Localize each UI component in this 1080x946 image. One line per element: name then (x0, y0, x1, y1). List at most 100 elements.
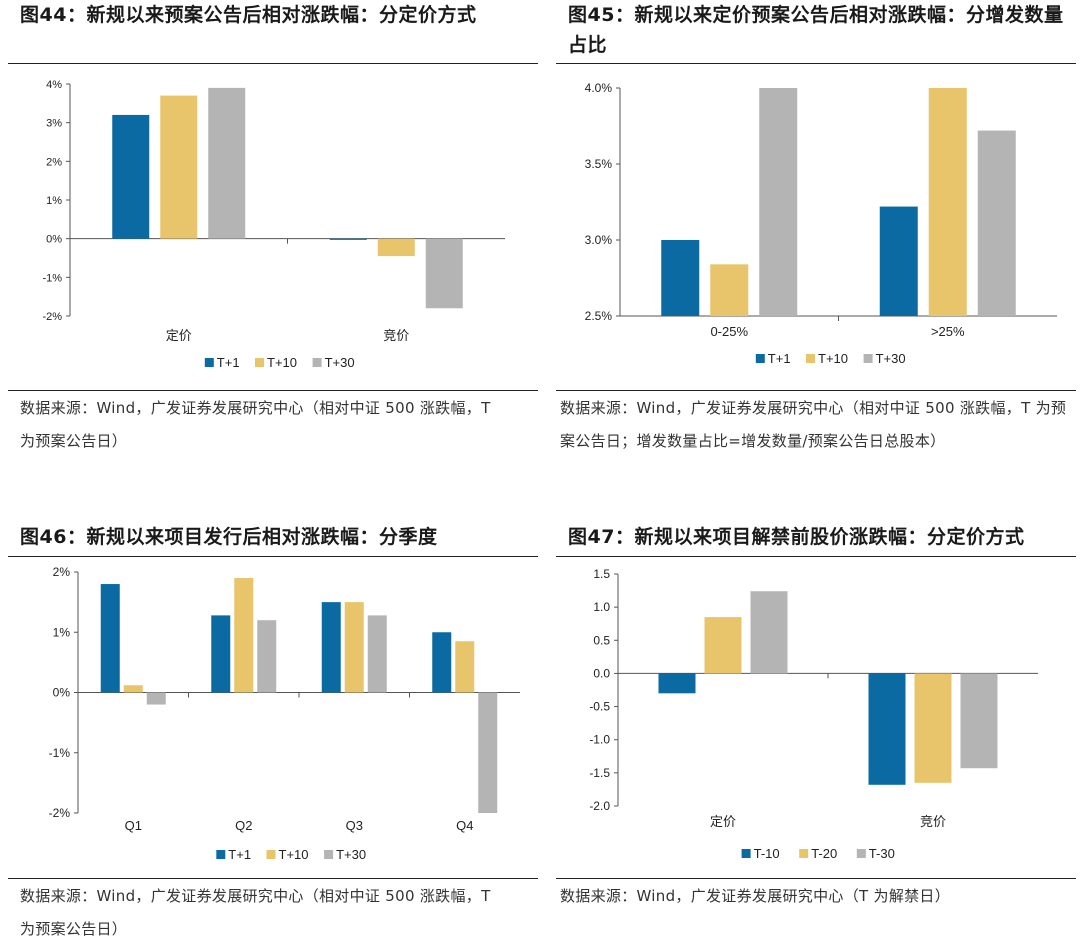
y-tick-label: 3% (46, 118, 62, 130)
figure-44-bottom-rule (8, 390, 538, 391)
bar-T-20 (704, 617, 742, 674)
bar-T+10 (123, 685, 143, 693)
figure-47-bottom-rule (556, 878, 1076, 879)
bar-T+1 (661, 240, 700, 316)
legend-swatch (806, 354, 815, 363)
bar-T+30 (146, 692, 166, 705)
bar-T+1 (112, 114, 150, 239)
figure-45-title: 图45：新规以来定价预案公告后相对涨跌幅：分增发数量占比 (568, 4, 1064, 56)
bar-T-30 (750, 591, 788, 674)
bar-T+10 (455, 641, 475, 693)
y-tick-label: 2.5% (585, 309, 613, 323)
legend-swatch (216, 850, 226, 859)
bar-T+30 (759, 88, 798, 316)
legend-label: T+30 (876, 351, 906, 366)
bar-T-20 (914, 673, 952, 783)
bar-T+10 (710, 264, 749, 316)
legend-swatch (266, 850, 276, 859)
figure-45-bottom-rule (556, 390, 1076, 391)
legend-label: T-10 (754, 846, 780, 861)
figure-46-panel: 图46：新规以来项目发行后相对涨跌幅：分季度 2% 1% 0% -1% -2% Q1 Q2 Q… (0, 522, 540, 942)
bar-T+1 (432, 632, 452, 693)
x-tick-label: >25% (931, 324, 965, 339)
y-tick-label: 0.5 (593, 633, 610, 647)
legend-label: T+1 (217, 355, 240, 370)
x-tick-label: 0-25% (710, 324, 748, 339)
bar-T-10 (868, 673, 906, 785)
bar-T+30 (977, 130, 1016, 316)
figure-45-top-rule (556, 63, 1076, 64)
x-tick-label: 定价 (166, 328, 192, 343)
legend-swatch (255, 358, 264, 367)
x-tick-label: 竞价 (383, 328, 409, 343)
bar-T+30 (257, 620, 277, 693)
figure-44-panel: 图44：新规以来预案公告后相对涨跌幅：分定价方式 4% 3% 2% 1% 0% -1% -2… (0, 0, 540, 480)
figure-47-panel: 图47：新规以来项目解禁前股价涨跌幅：分定价方式 1.5 1.0 0.5 0.0 -0.… (540, 522, 1080, 942)
bar-T+1 (321, 602, 341, 693)
figure-46-source: 数据来源：Wind，广发证券发展研究中心（相对中证 500 涨跌幅，T 为预案公… (20, 887, 491, 938)
legend-swatch (204, 358, 214, 367)
y-tick-label: -2.0 (589, 799, 610, 813)
bar-T+30 (208, 87, 246, 239)
y-tick-label: 1% (53, 625, 71, 639)
x-tick-label: Q1 (125, 818, 142, 833)
legend-label: T-30 (869, 846, 895, 861)
bar-T+1 (879, 206, 918, 316)
y-tick-label: -1.0 (589, 733, 610, 747)
x-tick-label: Q3 (346, 818, 363, 833)
legend-label: T+1 (228, 847, 251, 862)
y-tick-label: 3.0% (585, 233, 613, 247)
bar-T+30 (425, 238, 463, 309)
x-tick-label: Q4 (456, 818, 473, 833)
figure-45-chart: 4.0% 3.5% 3.0% 2.5% 0-25% >25% T+1 T+10 T+30 (585, 81, 1057, 366)
y-tick-label: 0% (53, 686, 71, 700)
legend-swatch (324, 850, 334, 859)
bar-T+1 (100, 584, 120, 693)
y-tick-label: 4.0% (585, 81, 613, 95)
bar-T+10 (377, 238, 415, 257)
legend-label: T+30 (336, 847, 366, 862)
y-tick-label: 1% (46, 195, 62, 207)
y-tick-label: 2% (46, 156, 62, 168)
bar-T+30 (367, 615, 387, 693)
y-tick-label: 0% (46, 234, 62, 246)
y-tick-label: -1% (42, 272, 62, 284)
y-tick-label: -0.5 (589, 700, 610, 714)
figure-46-title: 图46：新规以来项目发行后相对涨跌幅：分季度 (20, 526, 438, 548)
legend-swatch (863, 354, 873, 363)
bar-T+30 (478, 692, 498, 813)
y-tick-label: -1% (49, 746, 71, 760)
bar-T+10 (928, 88, 967, 316)
figure-47-title: 图47：新规以来项目解禁前股价涨跌幅：分定价方式 (568, 526, 1025, 548)
legend-label: T+1 (768, 351, 791, 366)
figure-47-chart: 1.5 1.0 0.5 0.0 -0.5 -1.0 -1.5 -2.0 定价 竞价 T-10 T-20… (589, 567, 1038, 861)
legend-label: T+10 (818, 351, 848, 366)
x-tick-label: 定价 (710, 814, 736, 829)
y-tick-label: 4% (46, 79, 62, 91)
bar-T+10 (234, 578, 254, 693)
bar-T+10 (344, 602, 364, 693)
legend-swatch (312, 358, 322, 367)
figure-46-top-rule (8, 556, 538, 557)
legend: T+1 T+10 T+30 (216, 847, 366, 862)
bar-T-30 (960, 673, 998, 769)
y-tick-label: 1.5 (593, 567, 610, 581)
figure-44-top-rule (8, 63, 538, 64)
figure-47-top-rule (556, 556, 1076, 557)
y-tick-label: -2% (49, 806, 71, 820)
y-tick-label: 1.0 (593, 600, 610, 614)
legend-swatch (741, 849, 751, 858)
figure-45-panel: 图45：新规以来定价预案公告后相对涨跌幅：分增发数量占比 4.0% 3.5% 3.0… (540, 0, 1080, 490)
legend: T-10 T-20 T-30 (741, 846, 895, 861)
figure-45-source: 数据来源：Wind，广发证券发展研究中心（相对中证 500 涨跌幅，T 为预案公… (560, 399, 1067, 450)
bar-T+1 (211, 615, 231, 693)
y-tick-label: 2% (53, 565, 71, 579)
legend-swatch (799, 849, 809, 858)
figure-47-source: 数据来源：Wind，广发证券发展研究中心（T 为解禁日） (560, 887, 951, 905)
y-tick-label: 3.5% (585, 157, 613, 171)
legend-label: T+30 (325, 355, 355, 370)
legend-label: T+10 (267, 355, 297, 370)
bar-T-10 (658, 673, 696, 694)
legend: T+1 T+10 T+30 (755, 351, 906, 366)
figure-44-source: 数据来源：Wind，广发证券发展研究中心（相对中证 500 涨跌幅，T 为预案公… (20, 399, 491, 450)
